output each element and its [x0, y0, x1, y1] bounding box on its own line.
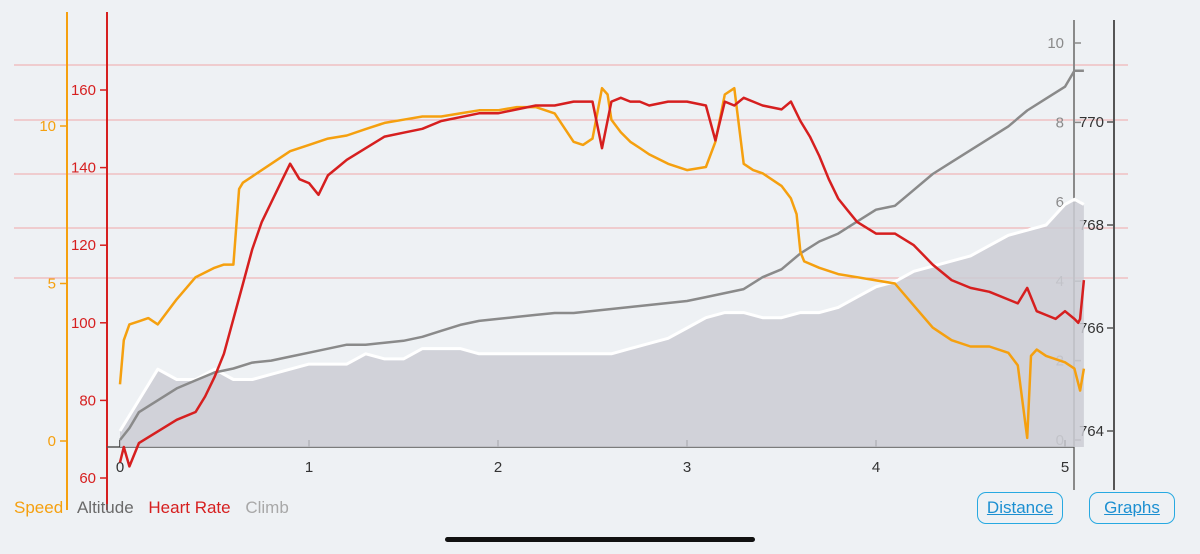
heart-rate-tick-label: 100 — [71, 315, 96, 332]
climb-tick-label: 770 — [1079, 114, 1104, 131]
speed-line — [118, 86, 1086, 440]
x-tick-label: 2 — [494, 459, 502, 476]
speed-tick-label: 5 — [48, 276, 56, 293]
legend-altitude[interactable]: Altitude — [76, 498, 134, 517]
climb-tick-label: 764 — [1079, 423, 1104, 440]
distance-button[interactable]: Distance — [977, 492, 1063, 524]
altitude-line — [119, 69, 1084, 441]
heart-rate-line — [118, 96, 1086, 468]
heart-rate-tick-label: 140 — [71, 160, 96, 177]
x-tick-label: 3 — [683, 459, 691, 476]
home-indicator[interactable] — [445, 537, 755, 542]
legend-speed[interactable]: Speed — [14, 498, 64, 517]
legend-climb[interactable]: Climb — [245, 498, 289, 517]
legend-heart-rate[interactable]: Heart Rate — [148, 498, 231, 517]
heart-rate-tick-label: 120 — [71, 237, 96, 254]
altitude-tick-label: 6 — [1056, 194, 1064, 211]
x-tick-label: 4 — [872, 459, 880, 476]
climb-tick-label: 766 — [1079, 320, 1104, 337]
x-tick-label: 5 — [1061, 459, 1069, 476]
speed-tick-label: 10 — [39, 118, 56, 135]
heart-rate-tick-label: 80 — [79, 392, 96, 409]
x-tick-label: 0 — [116, 459, 124, 476]
climb-area — [120, 199, 1084, 447]
heart-rate-tick-label: 160 — [71, 82, 96, 99]
climb-tick-label: 768 — [1079, 217, 1104, 234]
x-tick-label: 1 — [305, 459, 313, 476]
speed-tick-label: 0 — [48, 433, 56, 450]
altitude-tick-label: 10 — [1047, 35, 1064, 52]
altitude-tick-label: 8 — [1056, 114, 1064, 131]
graphs-button[interactable]: Graphs — [1089, 492, 1175, 524]
legend: Speed Altitude Heart Rate Climb — [14, 498, 299, 518]
heart-rate-tick-label: 60 — [79, 470, 96, 487]
climb-line — [118, 197, 1085, 432]
